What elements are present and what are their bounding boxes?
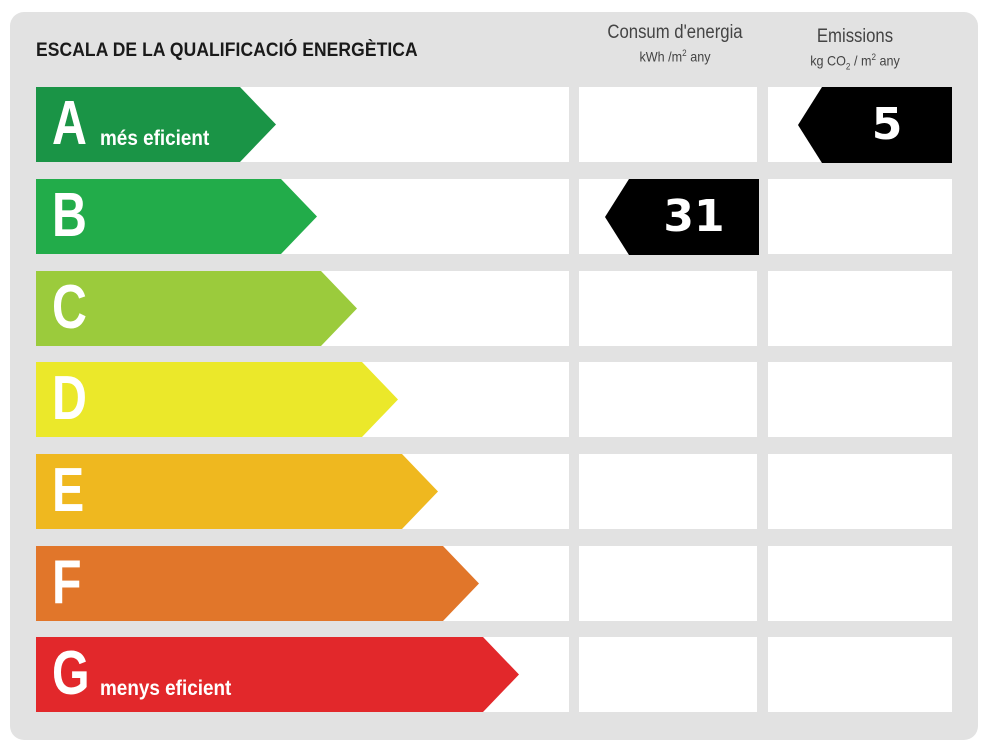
energy-column-unit: kWh /m2 any: [639, 48, 711, 65]
rating-letter: G: [52, 639, 90, 708]
energy-cell: [579, 546, 757, 621]
emissions-cell: [768, 546, 952, 621]
rating-letter: B: [52, 181, 87, 250]
emissions-cell: [768, 362, 952, 437]
energy-value-badge: 31: [605, 179, 759, 255]
rating-row-d: D: [36, 362, 952, 437]
emissions-cell: [768, 454, 952, 529]
energy-column-label: Consum d'energia: [607, 22, 743, 43]
rating-arrow-f: [36, 546, 479, 621]
rating-arrow-a: [36, 87, 276, 162]
energy-cell: [579, 271, 757, 346]
energy-value-badge-value: 31: [663, 191, 725, 242]
rating-letter: E: [52, 456, 85, 525]
rating-letter: C: [52, 273, 87, 342]
rating-row-c: C: [36, 271, 952, 346]
energy-column-header: Consum d'energia kWh /m2 any: [575, 22, 775, 65]
rating-row-f: F: [36, 546, 952, 621]
emissions-value-badge-value: 5: [871, 99, 903, 150]
rating-letter: F: [52, 548, 82, 617]
rating-arrow-g: [36, 637, 519, 712]
emissions-cell: [768, 179, 952, 254]
emissions-column-unit: kg CO2 / m2 any: [810, 52, 900, 72]
rating-arrow-c: [36, 271, 357, 346]
emissions-column-label: Emissions: [816, 26, 894, 47]
rating-tag: més eficient: [100, 127, 210, 150]
rating-letter: D: [52, 364, 87, 433]
energy-cell: [579, 87, 757, 162]
emissions-cell: [768, 637, 952, 712]
rating-arrow-e: [36, 454, 438, 529]
rating-arrow-b: [36, 179, 317, 254]
page-title: ESCALA DE LA QUALIFICACIÓ ENERGÈTICA: [36, 40, 418, 61]
rating-letter: A: [52, 89, 87, 158]
emissions-cell: [768, 271, 952, 346]
rating-row-e: E: [36, 454, 952, 529]
energy-cell: [579, 637, 757, 712]
rating-tag: menys eficient: [100, 677, 232, 700]
emissions-column-header: Emissions kg CO2 / m2 any: [765, 26, 945, 71]
rating-row-b: B 31: [36, 179, 952, 255]
energy-cell: [579, 362, 757, 437]
energy-cell: [579, 454, 757, 529]
emissions-value-badge: 5: [798, 87, 952, 163]
rating-arrow-d: [36, 362, 398, 437]
